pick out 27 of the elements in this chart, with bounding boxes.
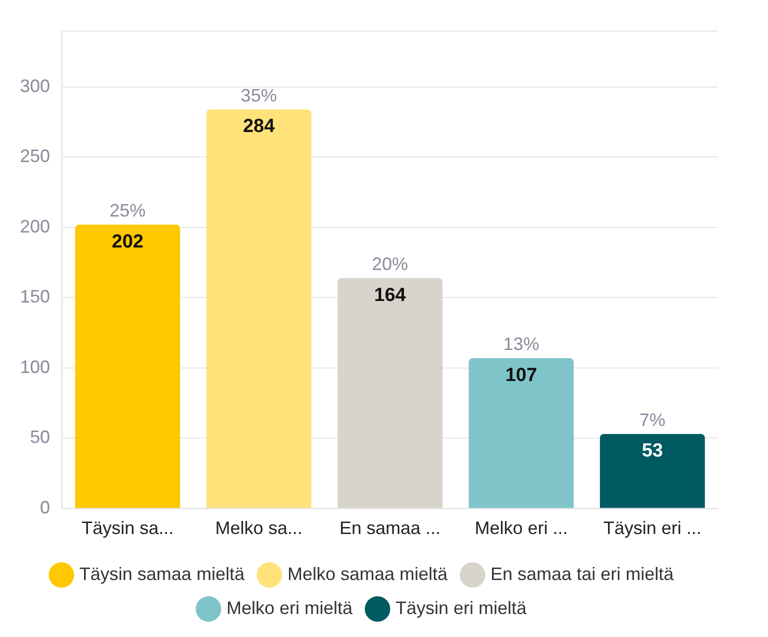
y-tick-label: 250 xyxy=(20,146,50,166)
x-tick-label: Melko eri ... xyxy=(474,518,568,538)
x-tick-label: Täysin sa... xyxy=(82,518,174,538)
annotation: 35% xyxy=(240,85,277,106)
legend-label: Täysin samaa mieltä xyxy=(79,564,246,584)
y-tick-label: 100 xyxy=(20,356,50,377)
y-tick-label: 300 xyxy=(20,76,50,96)
annotation: 13% xyxy=(503,334,540,354)
annotation: 7% xyxy=(639,410,666,430)
legend-label: Melko samaa mieltä xyxy=(287,564,449,584)
y-tick-label: 50 xyxy=(30,427,50,448)
data-label: 164 xyxy=(374,284,406,306)
x-tick-label: Melko sa... xyxy=(215,518,302,538)
y-tick-label: 200 xyxy=(20,216,50,236)
legend-label: Täysin eri mieltä xyxy=(396,598,528,618)
data-label: 107 xyxy=(505,364,538,386)
y-tick-label: 150 xyxy=(20,286,50,307)
data-label: 284 xyxy=(242,116,276,138)
data-label: 53 xyxy=(642,440,663,462)
y-tick-label: 0 xyxy=(40,497,50,518)
legend-label: Melko eri mieltä xyxy=(226,598,354,618)
legend-label: En samaa tai eri mieltä xyxy=(490,564,675,584)
annotation: 20% xyxy=(372,254,408,274)
x-tick-label: En samaa ... xyxy=(339,518,441,538)
data-label: 202 xyxy=(112,231,144,252)
annotation: 25% xyxy=(110,200,146,221)
x-tick-label: Täysin eri ... xyxy=(603,518,702,538)
